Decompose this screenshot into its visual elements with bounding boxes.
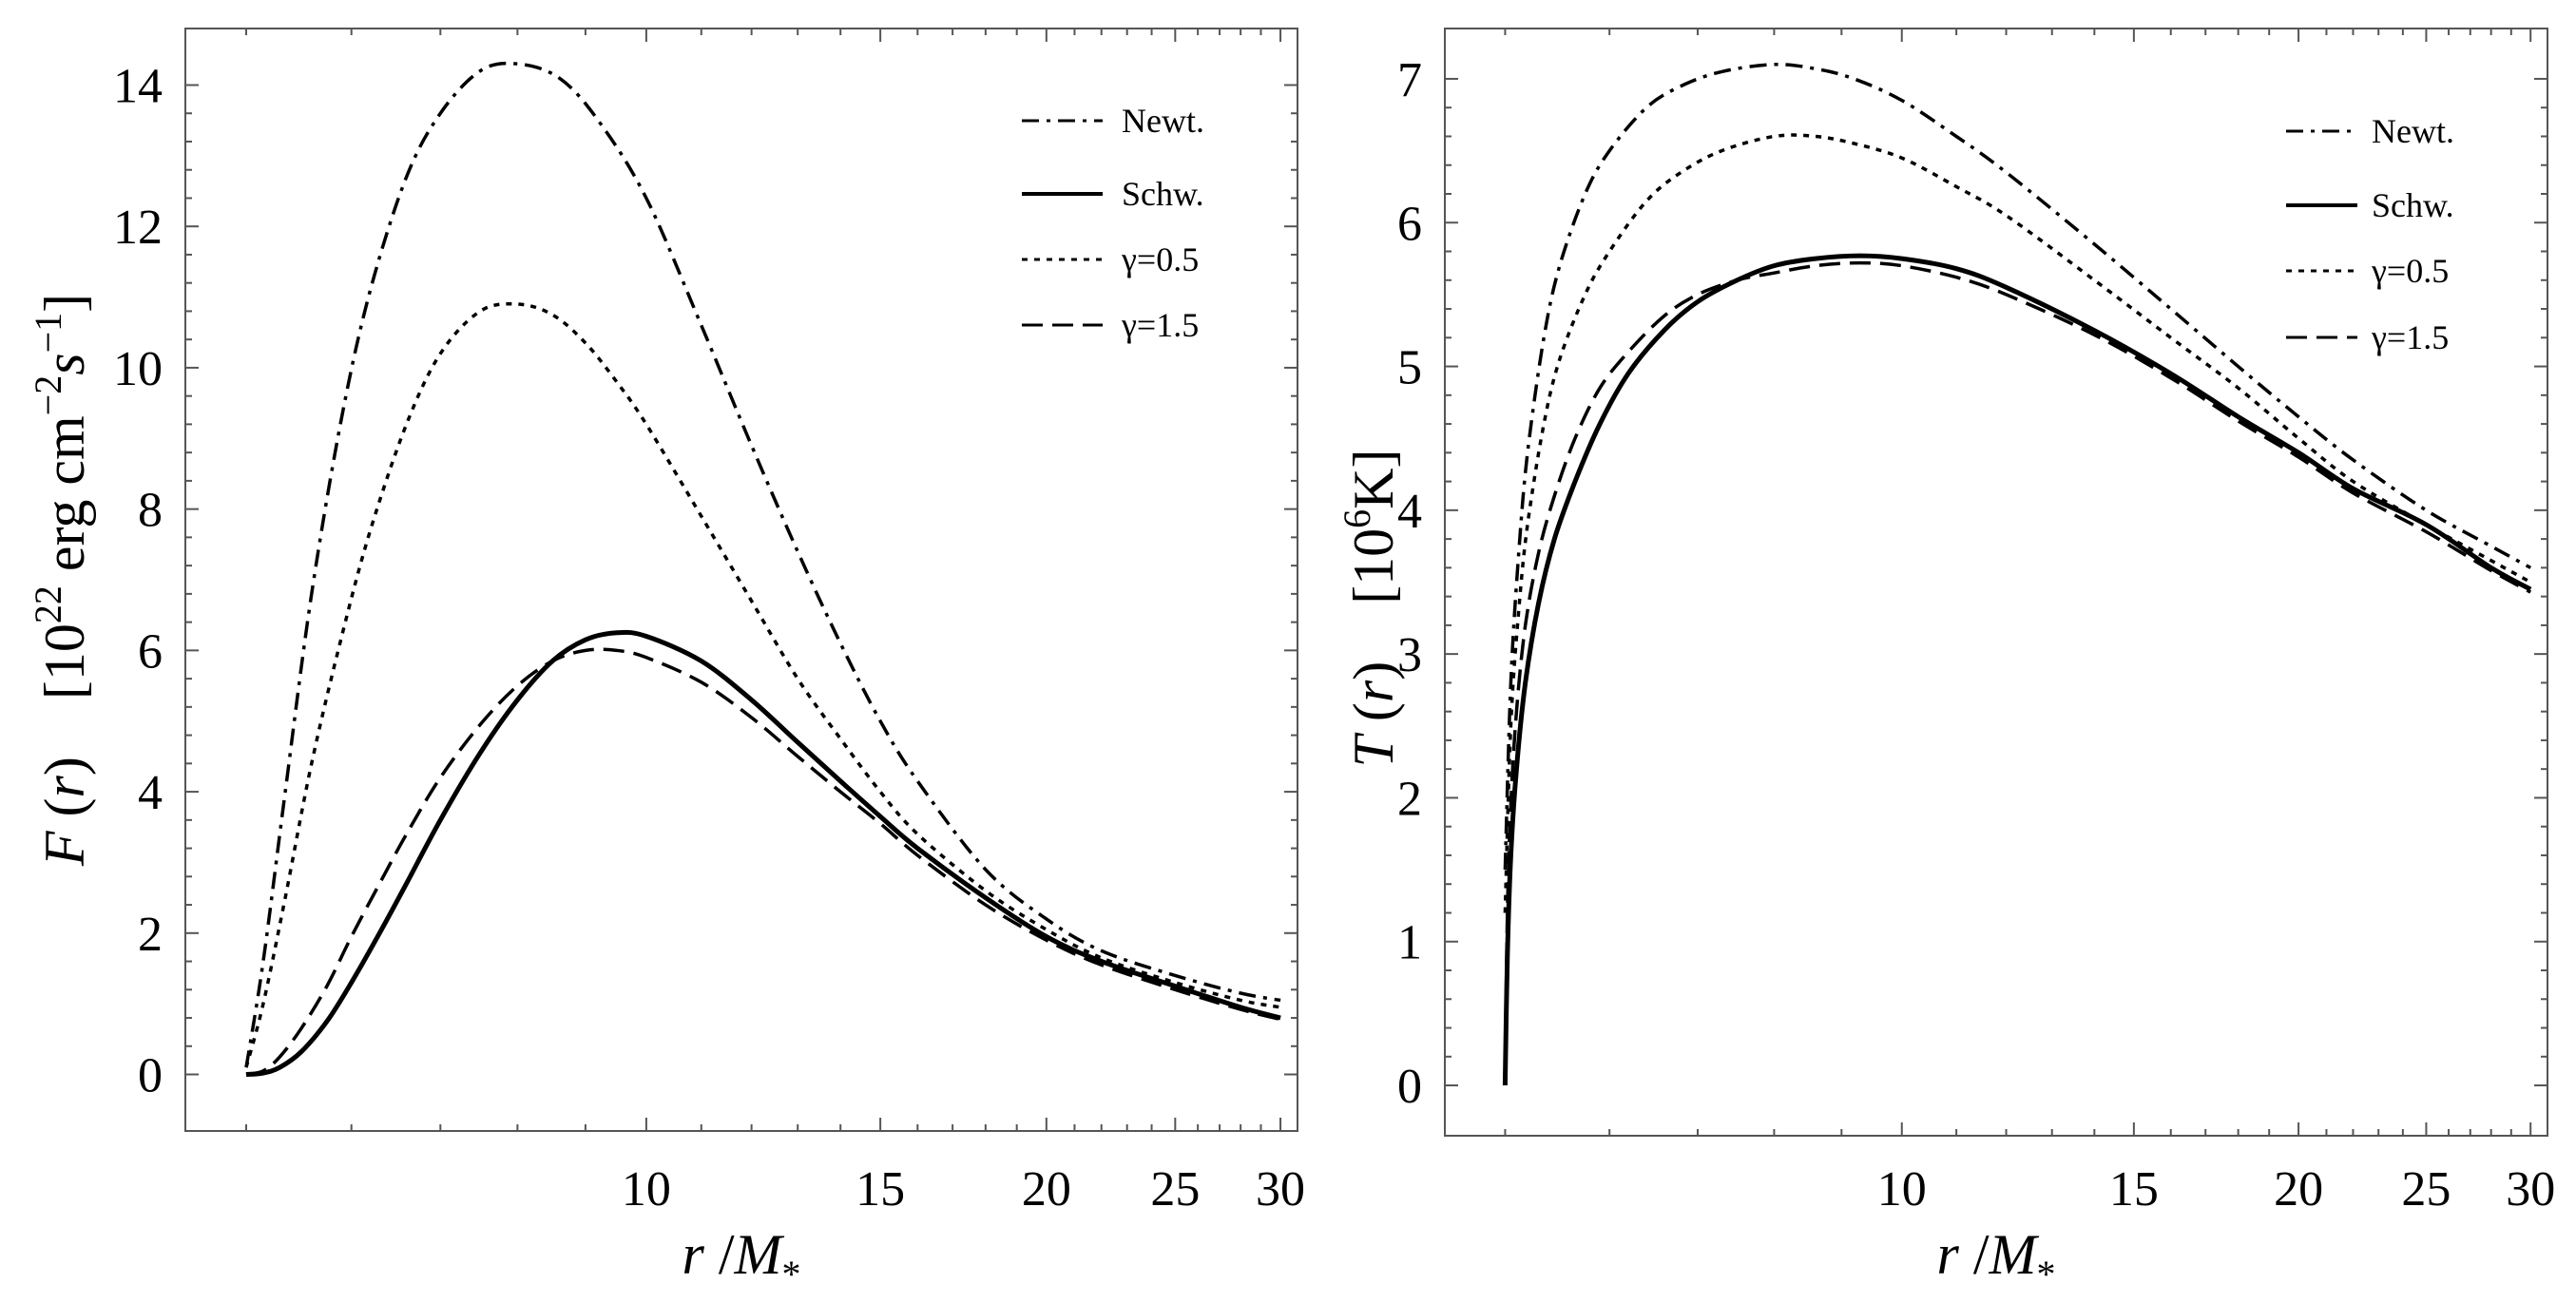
y-units-prefix: [10 [1342, 528, 1405, 604]
flux-plot-frame [184, 28, 1298, 1132]
y-units-close: ] [33, 294, 96, 313]
y-units-text: erg cm [33, 415, 96, 585]
flux-chart: 0 2 4 6 8 10 12 14 10 15 20 25 30 Newt. Schw. γ=0.5 … [27, 28, 1305, 1295]
temperature-y-axis-label: T (r) [106K] [1336, 450, 1405, 768]
x-tick-label: 15 [855, 1162, 905, 1217]
temperature-chart: 0 1 2 3 4 5 6 7 10 15 20 25 30 Newt. Schw. γ=0.5 γ=1… [1336, 28, 2555, 1295]
x-tick-label: 30 [2506, 1162, 2555, 1217]
series-newt--line [1503, 62, 2532, 871]
x-sub: * [782, 1253, 801, 1295]
y-func: F [33, 830, 96, 867]
legend-entry-schw: Schw. [1022, 175, 1204, 213]
y-tick-label: 14 [113, 59, 163, 113]
x-tick-label: 20 [1022, 1162, 1071, 1217]
temperature-plot-frame [1444, 28, 2548, 1137]
temperature-curves [1502, 62, 2532, 1086]
legend-label-gamma-0-5: γ=0.5 [1121, 240, 1199, 278]
flux-legend: Newt. Schw. γ=0.5 γ=1.5 [1022, 102, 1204, 344]
y-tick-label: 12 [113, 201, 163, 255]
legend-entry-gamma-1-5: γ=1.5 [1022, 306, 1199, 344]
y-var: r [33, 775, 96, 797]
y-tick-label: 10 [113, 342, 163, 396]
x-tick-label: 25 [2401, 1162, 2451, 1217]
y-gap [33, 699, 96, 757]
legend-label-gamma-1-5: γ=1.5 [2371, 318, 2449, 356]
y-tick-label: 1 [1397, 916, 1422, 970]
flux-y-axis-label: F (r) [1022 erg cm−2s−1] [27, 294, 96, 867]
y-func: T [1342, 733, 1405, 768]
x-tick-label: 25 [1150, 1162, 1200, 1217]
flux-x-axis-label: r /M* [682, 1223, 800, 1295]
legend-label-gamma-1-5: γ=1.5 [1121, 306, 1199, 344]
y-close-paren: ) [1342, 661, 1405, 680]
x-tick-label: 10 [622, 1162, 671, 1217]
x-sub: * [2037, 1253, 2056, 1295]
y-var: r [1342, 680, 1405, 702]
y-tick-label: 4 [138, 766, 163, 820]
y-tick-label: 8 [138, 484, 163, 538]
y-units-exp3: −1 [27, 313, 69, 354]
y-units-text: K] [1342, 450, 1405, 509]
legend-entry-newt: Newt. [2286, 112, 2454, 150]
x-sep: / [1959, 1223, 1990, 1286]
y-units-exp2: −2 [27, 375, 69, 416]
flux-axis-ticks: 0 2 4 6 8 10 12 14 10 15 20 25 30 [113, 29, 1305, 1217]
legend-label-newt: Newt. [2372, 112, 2454, 150]
legend-entry-gamma-0-5: γ=0.5 [1022, 240, 1199, 278]
y-tick-label: 3 [1397, 628, 1422, 682]
series-schw--line [1502, 253, 2532, 1086]
y-tick-label: 5 [1397, 341, 1422, 395]
x-tick-label: 10 [1877, 1162, 1927, 1217]
y-tick-label: 2 [138, 908, 163, 962]
series--1-5-line [245, 647, 1281, 1077]
y-tick-label: 6 [1397, 197, 1422, 251]
y-units-exp: 22 [27, 585, 69, 623]
legend-label-schw: Schw. [2372, 186, 2454, 224]
x-var: r [1936, 1223, 1959, 1286]
legend-entry-newt: Newt. [1022, 102, 1204, 140]
x-mass: M [734, 1223, 785, 1286]
x-sep: / [704, 1223, 735, 1286]
temperature-axis-ticks: 0 1 2 3 4 5 6 7 10 15 20 25 30 [1397, 29, 2555, 1217]
y-units-exp: 6 [1336, 509, 1378, 528]
y-open-paren: ( [33, 797, 96, 831]
temperature-legend: Newt. Schw. γ=0.5 γ=1.5 [2286, 112, 2454, 356]
y-tick-label: 2 [1397, 772, 1422, 826]
y-open-paren: ( [1342, 702, 1405, 736]
y-units-prefix: [10 [33, 623, 96, 699]
x-mass: M [1989, 1223, 2040, 1286]
x-tick-label: 30 [1256, 1162, 1305, 1217]
series-newt--line [244, 61, 1281, 1068]
legend-entry-gamma-0-5: γ=0.5 [2286, 252, 2449, 290]
series--1-5-line [1503, 260, 2532, 1086]
series--0-5-line [1503, 133, 2532, 913]
series--0-5-line [244, 301, 1281, 1068]
y-tick-label: 0 [138, 1049, 163, 1103]
y-tick-label: 4 [1397, 485, 1422, 539]
y-gap [1342, 604, 1405, 661]
flux-curves [244, 61, 1281, 1077]
y-close-paren: ) [33, 757, 96, 776]
y-units-s: s [33, 353, 96, 374]
x-var: r [682, 1223, 704, 1286]
y-tick-label: 6 [138, 624, 163, 679]
x-tick-label: 20 [2274, 1162, 2323, 1217]
legend-label-gamma-0-5: γ=0.5 [2371, 252, 2449, 290]
y-tick-label: 0 [1397, 1060, 1422, 1114]
series-schw--line [245, 629, 1281, 1077]
legend-label-schw: Schw. [1122, 175, 1204, 213]
legend-label-newt: Newt. [1122, 102, 1204, 140]
x-tick-label: 15 [2109, 1162, 2159, 1217]
legend-entry-gamma-1-5: γ=1.5 [2286, 318, 2449, 356]
legend-entry-schw: Schw. [2286, 186, 2454, 224]
temperature-x-axis-label: r /M* [1936, 1223, 2055, 1295]
y-tick-label: 7 [1397, 53, 1422, 107]
